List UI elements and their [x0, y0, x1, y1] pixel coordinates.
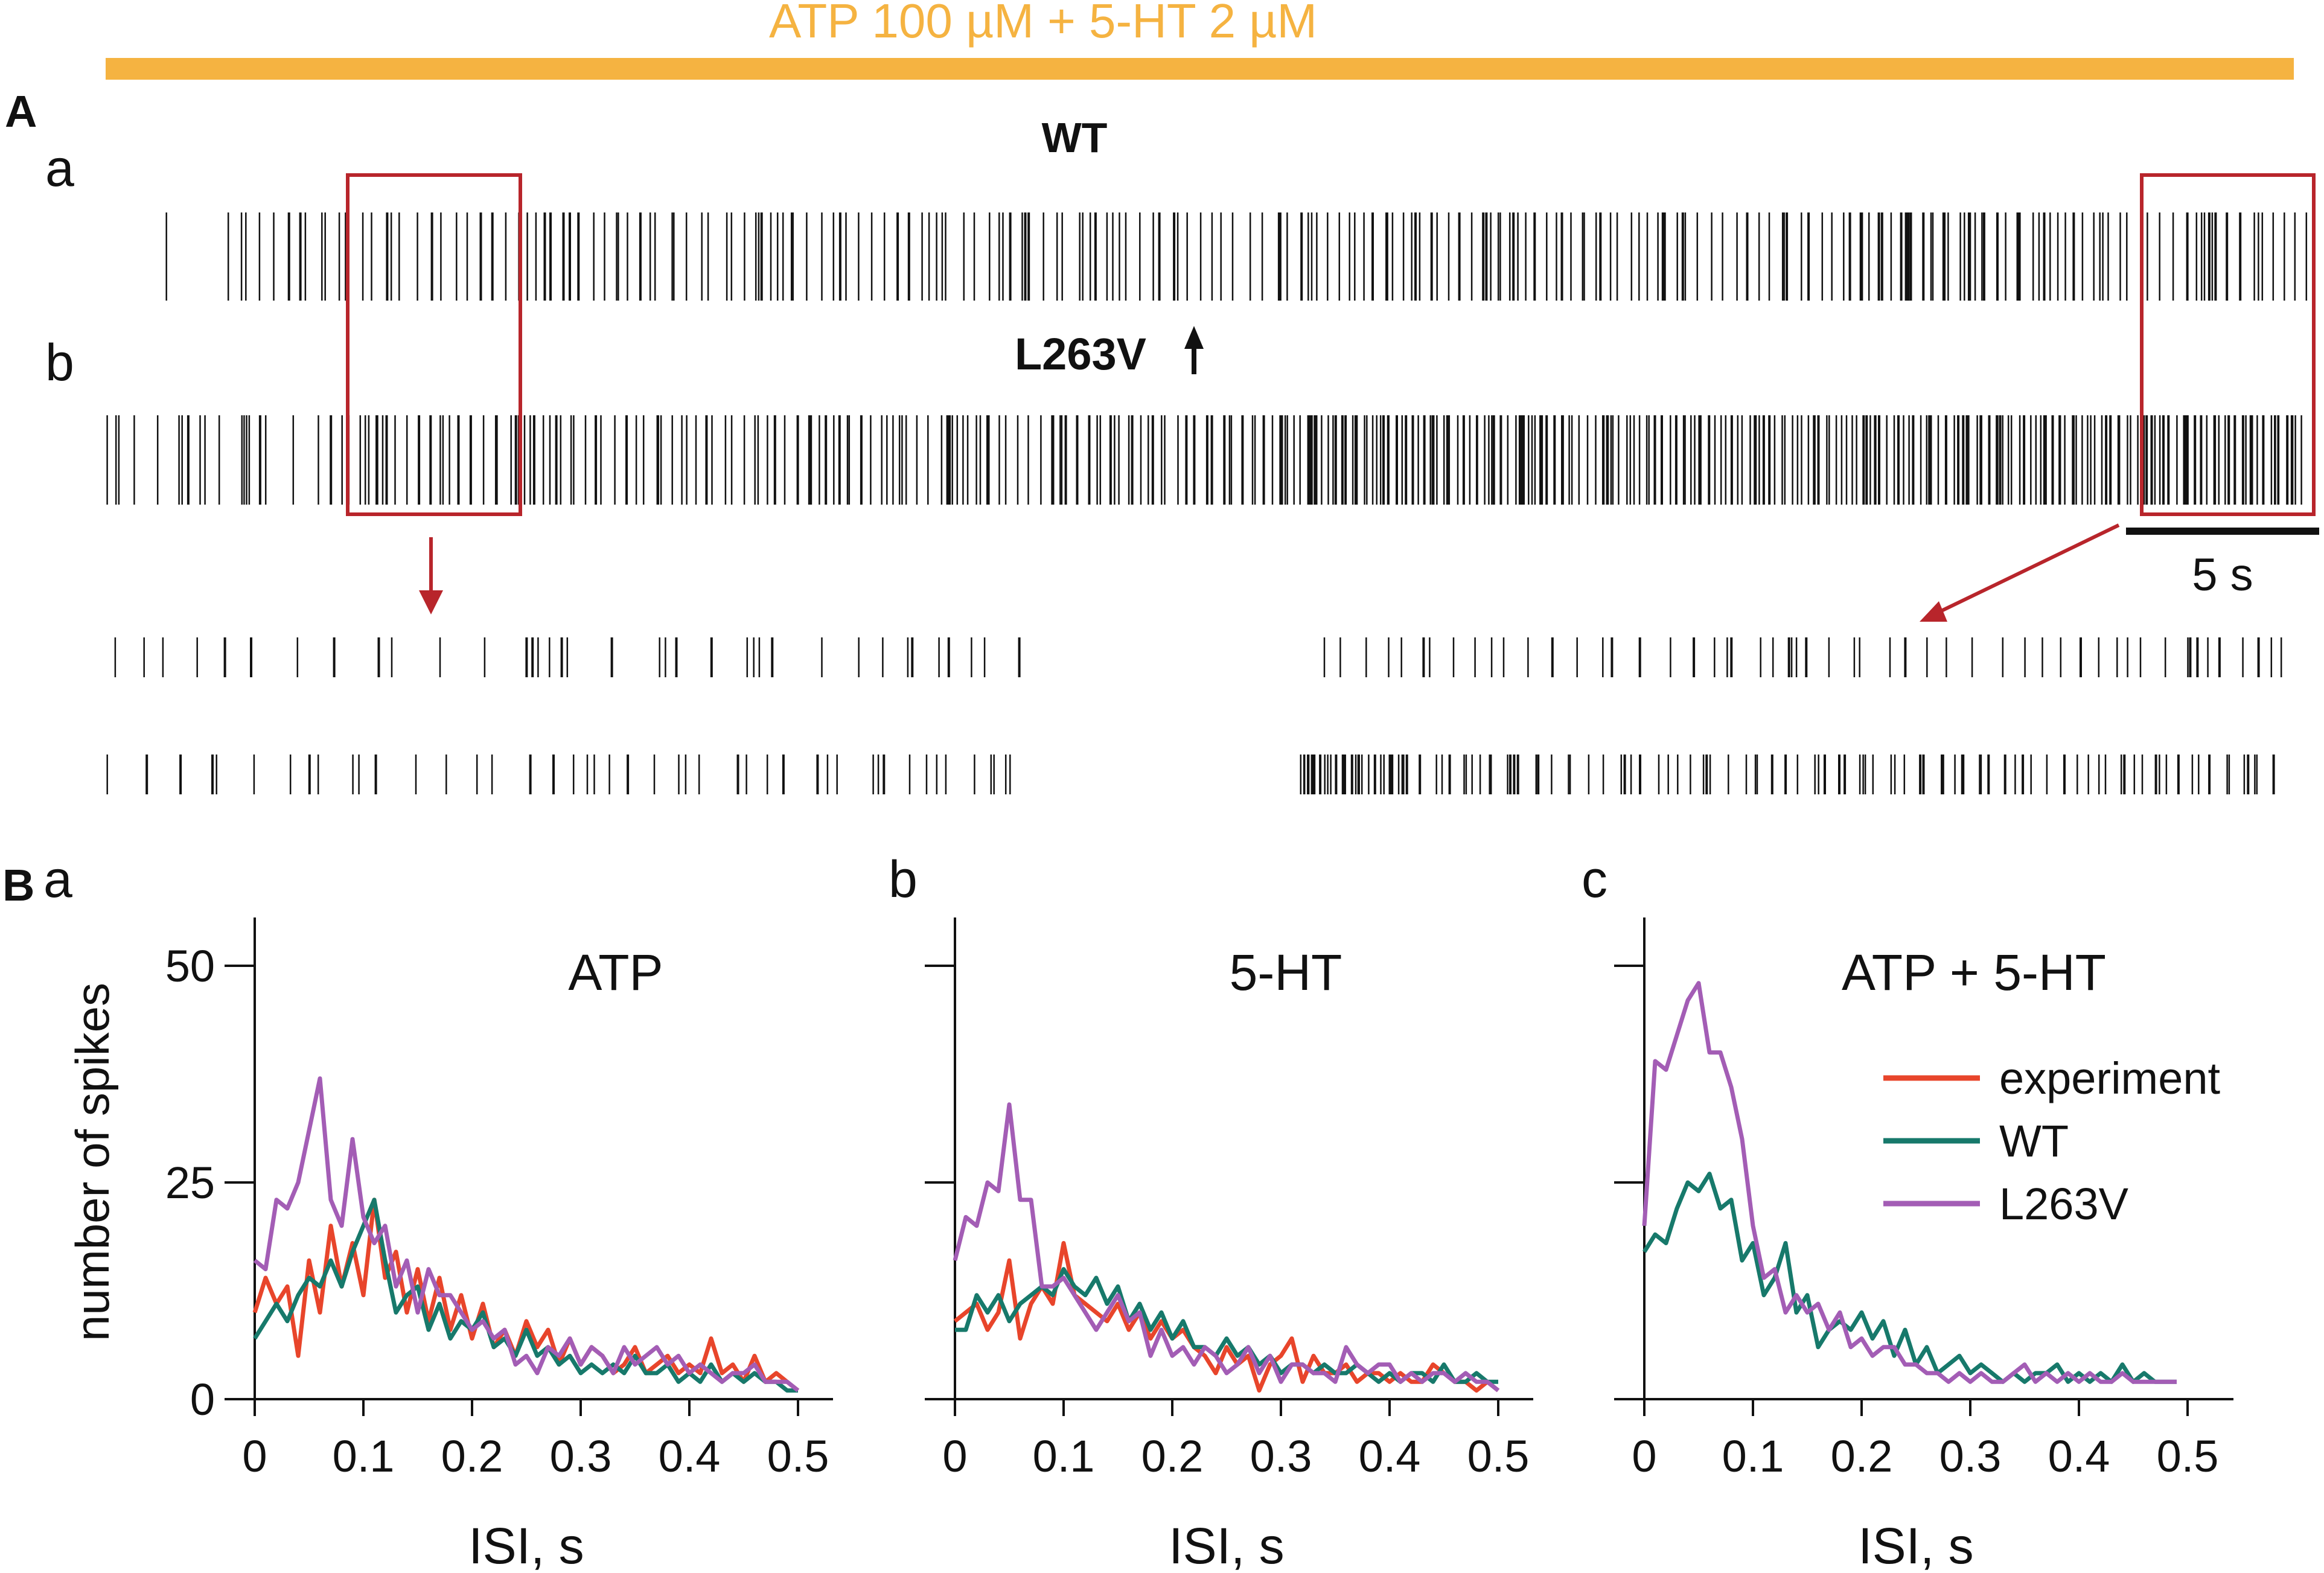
zoom-left-wt-raster	[114, 637, 1021, 677]
x-tick-label: 0	[242, 1431, 267, 1481]
x-tick-label: 0.1	[333, 1431, 395, 1481]
zoom-box-left	[346, 173, 522, 516]
chart-title: ATP	[568, 944, 663, 1001]
scale-bar-label: 5 s	[2192, 549, 2253, 601]
x-axis-label: ISI, s	[1858, 1517, 1973, 1573]
y-tick-label: 0	[190, 1374, 215, 1425]
x-tick-label: 0	[1632, 1431, 1656, 1481]
y-axis-label: number of spikes	[66, 983, 119, 1341]
series-line-l263v	[253, 1076, 800, 1393]
x-axis-label: ISI, s	[468, 1517, 584, 1573]
x-tick-label: 0.4	[2048, 1431, 2110, 1481]
treatment-label: ATP 100 µM + 5-HT 2 µM	[769, 0, 1317, 48]
legend-label-experiment: experiment	[1999, 1053, 2221, 1103]
panel-b-label: B	[2, 860, 34, 910]
x-tick-label: 0.2	[441, 1431, 503, 1481]
x-tick-label: 0.2	[1831, 1431, 1893, 1481]
x-tick-label: 0.5	[767, 1431, 829, 1481]
isi-chart-atp: 0 25 50 0 0.1 0.2 0.3 0.4 0.5 ISI, s ATP	[165, 917, 833, 1573]
zoom-box-right	[2140, 173, 2316, 516]
y-tick-label: 50	[165, 941, 215, 991]
series-line-experiment	[953, 1241, 1500, 1393]
panel-a-label: A	[5, 86, 37, 136]
legend-label-l263v: L263V	[1999, 1179, 2129, 1229]
series-line-l263v	[1642, 981, 2177, 1384]
diagonal-arrow-icon	[1920, 523, 2120, 622]
x-tick-label: 0.5	[1467, 1431, 1530, 1481]
x-tick-label: 0.4	[659, 1431, 721, 1481]
y-tick-label: 25	[165, 1158, 215, 1208]
row-a-label: a	[45, 139, 74, 197]
panel-b-sub-c: c	[1582, 850, 1607, 908]
x-tick-label: 0.3	[1939, 1431, 2002, 1481]
x-tick-label: 0	[942, 1431, 967, 1481]
isi-chart-5ht: 0 0.1 0.2 0.3 0.4 0.5 ISI, s 5-HT	[925, 917, 1533, 1573]
panel-b-sub-a: a	[43, 850, 72, 908]
zoom-right-wt-raster	[1323, 637, 2282, 677]
x-tick-label: 0.3	[550, 1431, 612, 1481]
raster-wt	[165, 212, 2308, 301]
series-line-l263v	[953, 1102, 1500, 1393]
up-arrow-icon	[1184, 326, 1204, 374]
legend: experiment WT L263V	[1883, 1053, 2221, 1229]
chart-title: ATP + 5-HT	[1842, 944, 2106, 1001]
down-arrow-icon	[419, 537, 443, 614]
zoom-left-mut-raster	[106, 755, 1011, 794]
wt-title: WT	[1042, 114, 1108, 161]
treatment-bar	[106, 58, 2294, 80]
x-tick-label: 0.5	[2157, 1431, 2219, 1481]
series-line-wt	[1642, 1172, 2177, 1384]
zoom-right-mut-raster	[1300, 755, 2275, 794]
l263v-title: L263V	[1015, 329, 1146, 379]
row-b-label: b	[45, 334, 74, 392]
raster-mut	[106, 415, 2302, 505]
x-tick-label: 0.3	[1250, 1431, 1312, 1481]
legend-label-wt: WT	[1999, 1116, 2069, 1166]
panel-b-sub-b: b	[889, 850, 918, 908]
isi-chart-atp-5ht: 0 0.1 0.2 0.3 0.4 0.5 ISI, s ATP + 5-HT	[1614, 917, 2233, 1573]
x-tick-label: 0.1	[1722, 1431, 1784, 1481]
series-line-experiment	[252, 1198, 800, 1393]
x-tick-label: 0.1	[1033, 1431, 1095, 1481]
chart-title: 5-HT	[1230, 944, 1342, 1001]
series-line-wt	[955, 1267, 1498, 1384]
x-axis-label: ISI, s	[1169, 1517, 1284, 1573]
x-tick-label: 0.2	[1141, 1431, 1204, 1481]
x-tick-label: 0.4	[1359, 1431, 1421, 1481]
